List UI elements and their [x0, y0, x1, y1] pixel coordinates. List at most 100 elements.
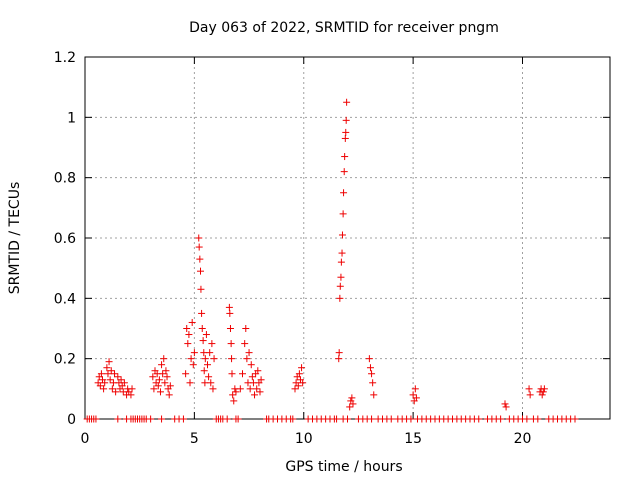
x-tick-label: 0	[81, 431, 90, 447]
data-point	[160, 355, 168, 363]
zero-point	[223, 415, 231, 423]
data-point	[128, 385, 136, 393]
data-point	[341, 134, 349, 142]
data-point	[96, 382, 104, 390]
data-point	[127, 391, 135, 399]
data-point	[208, 340, 216, 348]
data-point	[200, 367, 208, 375]
data-point	[202, 331, 210, 339]
data-point	[295, 370, 303, 378]
data-point	[370, 391, 378, 399]
data-point	[104, 370, 112, 378]
zero-point	[234, 415, 242, 423]
data-point	[117, 376, 125, 384]
data-point	[101, 379, 109, 387]
x-tick-label: 10	[295, 431, 313, 447]
data-point	[365, 355, 373, 363]
data-point	[228, 370, 236, 378]
data-point	[190, 349, 198, 357]
data-point	[241, 340, 249, 348]
data-point	[251, 391, 259, 399]
data-point	[155, 376, 163, 384]
data-point	[228, 355, 236, 363]
y-axis-label: SRMTID / TECUs	[7, 182, 23, 295]
data-point	[197, 267, 204, 275]
data-point	[338, 249, 346, 257]
data-point	[120, 379, 128, 387]
data-point	[337, 258, 345, 266]
zero-point	[333, 415, 341, 423]
y-tick-label: 0.8	[54, 171, 76, 187]
zero-point	[368, 415, 376, 423]
x-tick-label: 20	[514, 431, 532, 447]
data-point	[182, 370, 190, 378]
data-point	[349, 400, 357, 408]
zero-point	[571, 415, 579, 423]
data-point	[209, 385, 217, 393]
data-point	[186, 379, 194, 387]
data-point	[199, 337, 207, 345]
zero-point	[158, 415, 166, 423]
data-point	[246, 385, 254, 393]
x-axis-label: GPS time / hours	[285, 459, 402, 475]
data-point	[299, 379, 307, 387]
data-point	[340, 189, 348, 197]
data-point	[257, 376, 265, 384]
data-point	[195, 243, 203, 251]
data-point	[107, 367, 115, 375]
data-point	[112, 388, 120, 396]
data-point	[335, 349, 343, 357]
data-point	[409, 391, 417, 399]
zero-point	[475, 415, 483, 423]
data-point	[338, 231, 346, 239]
data-point	[239, 370, 246, 378]
data-point	[204, 361, 211, 369]
data-point	[200, 349, 208, 357]
data-point	[195, 234, 203, 242]
data-point	[539, 388, 547, 396]
data-point	[368, 370, 376, 378]
data-point	[97, 370, 105, 378]
data-point	[412, 394, 420, 402]
data-point	[198, 309, 206, 317]
data-point	[294, 382, 302, 390]
zero-point	[344, 415, 351, 423]
data-point	[229, 391, 237, 399]
data-point	[339, 210, 347, 218]
data-point	[106, 376, 114, 384]
data-point	[189, 361, 197, 369]
data-point	[163, 373, 171, 381]
data-point	[114, 373, 122, 381]
data-point	[158, 361, 166, 369]
y-tick-label: 0.4	[54, 291, 76, 307]
zero-point	[179, 415, 187, 423]
y-tick-label: 1	[67, 110, 76, 126]
axis-ticks: 0 0.2 0.4 0.6 0.8 1 1.2 0 5 10 15 20	[54, 50, 610, 447]
data-points	[83, 98, 579, 423]
data-point	[341, 153, 349, 161]
data-point	[161, 379, 169, 387]
data-point	[242, 325, 250, 332]
data-point	[201, 355, 209, 363]
zero-point	[289, 415, 297, 423]
data-point	[154, 382, 162, 390]
data-point	[159, 370, 167, 378]
y-tick-label: 0.2	[54, 352, 76, 368]
data-point	[245, 349, 253, 357]
data-point	[225, 303, 233, 311]
data-point	[247, 361, 255, 369]
data-point	[162, 367, 170, 375]
data-point	[502, 403, 510, 411]
data-point	[342, 128, 350, 136]
data-point	[336, 294, 344, 302]
data-point	[197, 285, 205, 293]
data-point	[525, 385, 533, 393]
data-point	[340, 168, 348, 176]
data-point	[226, 325, 234, 332]
data-point	[150, 385, 158, 393]
y-tick-label: 0.6	[54, 231, 76, 247]
data-point	[108, 385, 116, 393]
data-point	[183, 325, 191, 332]
zero-point	[407, 415, 415, 423]
data-point	[411, 385, 419, 393]
